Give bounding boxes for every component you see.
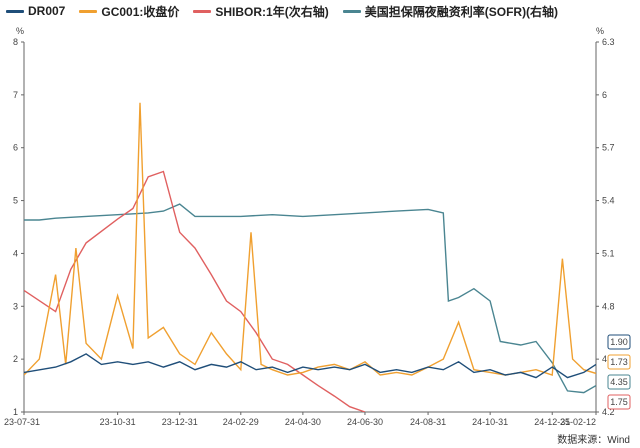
right-tick-label: 5.7 [602, 143, 615, 153]
end-value-box [607, 394, 631, 410]
left-tick-label: 2 [13, 354, 18, 364]
legend-swatch-gc001 [79, 9, 98, 13]
right-tick-label: 6 [602, 90, 607, 100]
series-line-sofr [24, 203, 596, 394]
legend-item-gc001[interactable]: GC001:收盘价 [79, 3, 179, 20]
x-tick-label: 24-12-31 [534, 417, 570, 427]
end-value-box [607, 354, 631, 370]
series-line-gc001 [24, 102, 596, 376]
x-tick-label: 24-06-30 [347, 417, 383, 427]
legend-label-dr007: DR007 [28, 4, 66, 18]
left-tick-label: 1 [13, 407, 18, 417]
end-value-label: 1.75 [610, 397, 628, 407]
legend-swatch-sofr [342, 9, 361, 13]
x-tick-label: 24-10-31 [472, 417, 508, 427]
right-tick-label: 6.3 [602, 37, 615, 47]
end-value-label: 1.90 [610, 337, 628, 347]
end-value-label: 4.35 [610, 377, 628, 387]
end-value-label: 1.73 [610, 357, 628, 367]
legend-swatch-shibor [193, 9, 212, 13]
x-tick-label: 23-12-31 [162, 417, 198, 427]
end-value-box [607, 334, 631, 350]
left-tick-label: 8 [13, 37, 18, 47]
x-tick-label: 25-02-12 [560, 417, 596, 427]
source-note: 数据来源：Wind [557, 435, 630, 446]
x-tick-label: 23-10-31 [100, 417, 136, 427]
x-tick-label: 24-02-29 [223, 417, 259, 427]
left-tick-label: 3 [13, 301, 18, 311]
legend-label-sofr: 美国担保隔夜融资利率(SOFR)(右轴) [364, 4, 559, 19]
left-tick-label: 4 [13, 248, 18, 258]
x-tick-label: 24-08-31 [410, 417, 446, 427]
x-tick-label: 24-04-30 [285, 417, 321, 427]
left-tick-label: 7 [13, 90, 18, 100]
right-tick-label: 5.4 [602, 196, 615, 206]
end-value-box [607, 374, 631, 390]
left-unit-label: % [16, 26, 24, 36]
right-tick-label: 4.8 [602, 301, 615, 311]
left-tick-label: 5 [13, 196, 18, 206]
legend-item-sofr[interactable]: 美国担保隔夜融资利率(SOFR)(右轴) [342, 3, 559, 20]
right-tick-label: 4.2 [602, 407, 615, 417]
legend-item-dr007[interactable]: DR007 [6, 4, 65, 18]
series-line-shibor [24, 170, 366, 412]
chart-legend: DR007 GC001:收盘价 SHIBOR:1年(次右轴) 美国担保隔夜融资利… [6, 2, 558, 20]
right-unit-label: % [596, 26, 604, 36]
left-tick-label: 6 [13, 143, 18, 153]
legend-label-shibor: SHIBOR:1年(次右轴) [215, 4, 329, 19]
x-tick-label: 23-07-31 [4, 417, 40, 427]
series-line-dr007 [24, 353, 596, 379]
legend-swatch-dr007 [6, 9, 24, 13]
legend-item-shibor[interactable]: SHIBOR:1年(次右轴) [193, 3, 329, 20]
right-tick-label: 5.1 [602, 248, 615, 258]
legend-label-gc001: GC001:收盘价 [101, 4, 180, 19]
